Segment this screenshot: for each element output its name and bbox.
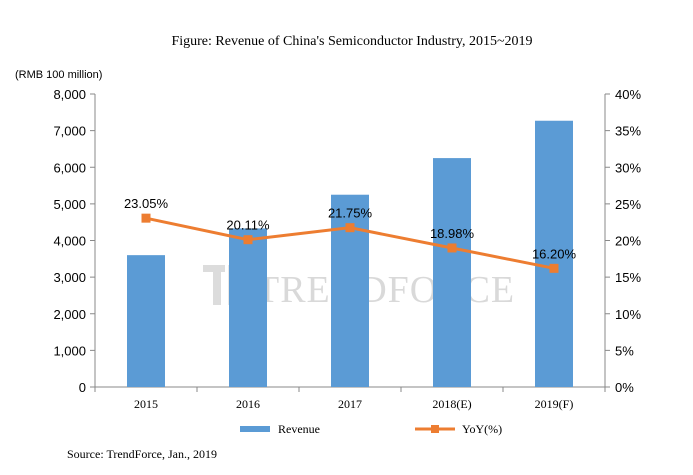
left-axis-ticks: 0 1,000 2,000 3,000 4,000 5,000 6,000 7,000 8,00… bbox=[53, 87, 95, 395]
yoy-line: 23.05% 20.11% 21.75% 18.98% 16.20% bbox=[124, 196, 577, 273]
source-note: Source: TrendForce, Jan., 2019 bbox=[67, 447, 217, 461]
right-tick-label: 35% bbox=[615, 124, 641, 139]
yoy-data-label: 23.05% bbox=[124, 196, 169, 211]
yoy-data-label: 18.98% bbox=[430, 226, 475, 241]
left-tick-label: 3,000 bbox=[53, 270, 86, 285]
revenue-bar bbox=[535, 120, 573, 387]
right-tick-label: 20% bbox=[615, 234, 641, 249]
left-tick-label: 0 bbox=[79, 380, 86, 395]
legend-label-revenue: Revenue bbox=[278, 422, 320, 436]
right-axis-ticks: 0% 5% 10% 15% 20% 25% 30% 35% 40% bbox=[605, 87, 641, 395]
x-tick-label: 2019(F) bbox=[535, 397, 574, 411]
yoy-data-label: 16.20% bbox=[532, 246, 577, 261]
legend: Revenue YoY(%) bbox=[240, 422, 502, 436]
legend-swatch-revenue bbox=[240, 426, 270, 432]
yoy-data-label: 20.11% bbox=[226, 218, 270, 233]
trendforce-watermark: TRENDFORCE bbox=[203, 265, 515, 311]
yoy-point bbox=[243, 235, 253, 245]
left-tick-label: 5,000 bbox=[53, 197, 86, 212]
yoy-data-label: 21.75% bbox=[328, 206, 373, 221]
left-tick-label: 6,000 bbox=[53, 160, 86, 175]
left-axis-unit-label: (RMB 100 million) bbox=[15, 69, 102, 81]
left-tick-label: 8,000 bbox=[53, 87, 86, 102]
right-tick-label: 5% bbox=[615, 343, 634, 358]
right-tick-label: 25% bbox=[615, 197, 641, 212]
chart-title: Figure: Revenue of China's Semiconductor… bbox=[171, 34, 532, 49]
legend-label-yoy: YoY(%) bbox=[462, 422, 502, 436]
right-tick-label: 30% bbox=[615, 160, 641, 175]
right-tick-label: 10% bbox=[615, 307, 641, 322]
left-tick-label: 2,000 bbox=[53, 307, 86, 322]
legend-swatch-yoy-marker bbox=[431, 425, 439, 433]
x-axis-labels: 2015 2016 2017 2018(E) 2019(F) bbox=[94, 387, 606, 411]
yoy-point bbox=[141, 213, 151, 223]
right-tick-label: 15% bbox=[615, 270, 641, 285]
revenue-bars bbox=[127, 120, 573, 387]
yoy-point bbox=[345, 223, 355, 233]
revenue-bar bbox=[229, 228, 267, 387]
revenue-bar bbox=[433, 158, 471, 387]
yoy-point bbox=[549, 263, 559, 273]
yoy-point bbox=[447, 243, 457, 253]
right-tick-label: 0% bbox=[615, 380, 634, 395]
revenue-bar bbox=[127, 255, 165, 387]
x-tick-label: 2016 bbox=[236, 397, 260, 411]
svg-text:TRENDFORCE: TRENDFORCE bbox=[256, 269, 515, 311]
right-tick-label: 40% bbox=[615, 87, 641, 102]
left-tick-label: 7,000 bbox=[53, 124, 86, 139]
x-tick-label: 2017 bbox=[338, 397, 362, 411]
x-tick-label: 2015 bbox=[134, 397, 158, 411]
x-tick-label: 2018(E) bbox=[432, 397, 471, 411]
left-tick-label: 1,000 bbox=[53, 343, 86, 358]
left-tick-label: 4,000 bbox=[53, 234, 86, 249]
